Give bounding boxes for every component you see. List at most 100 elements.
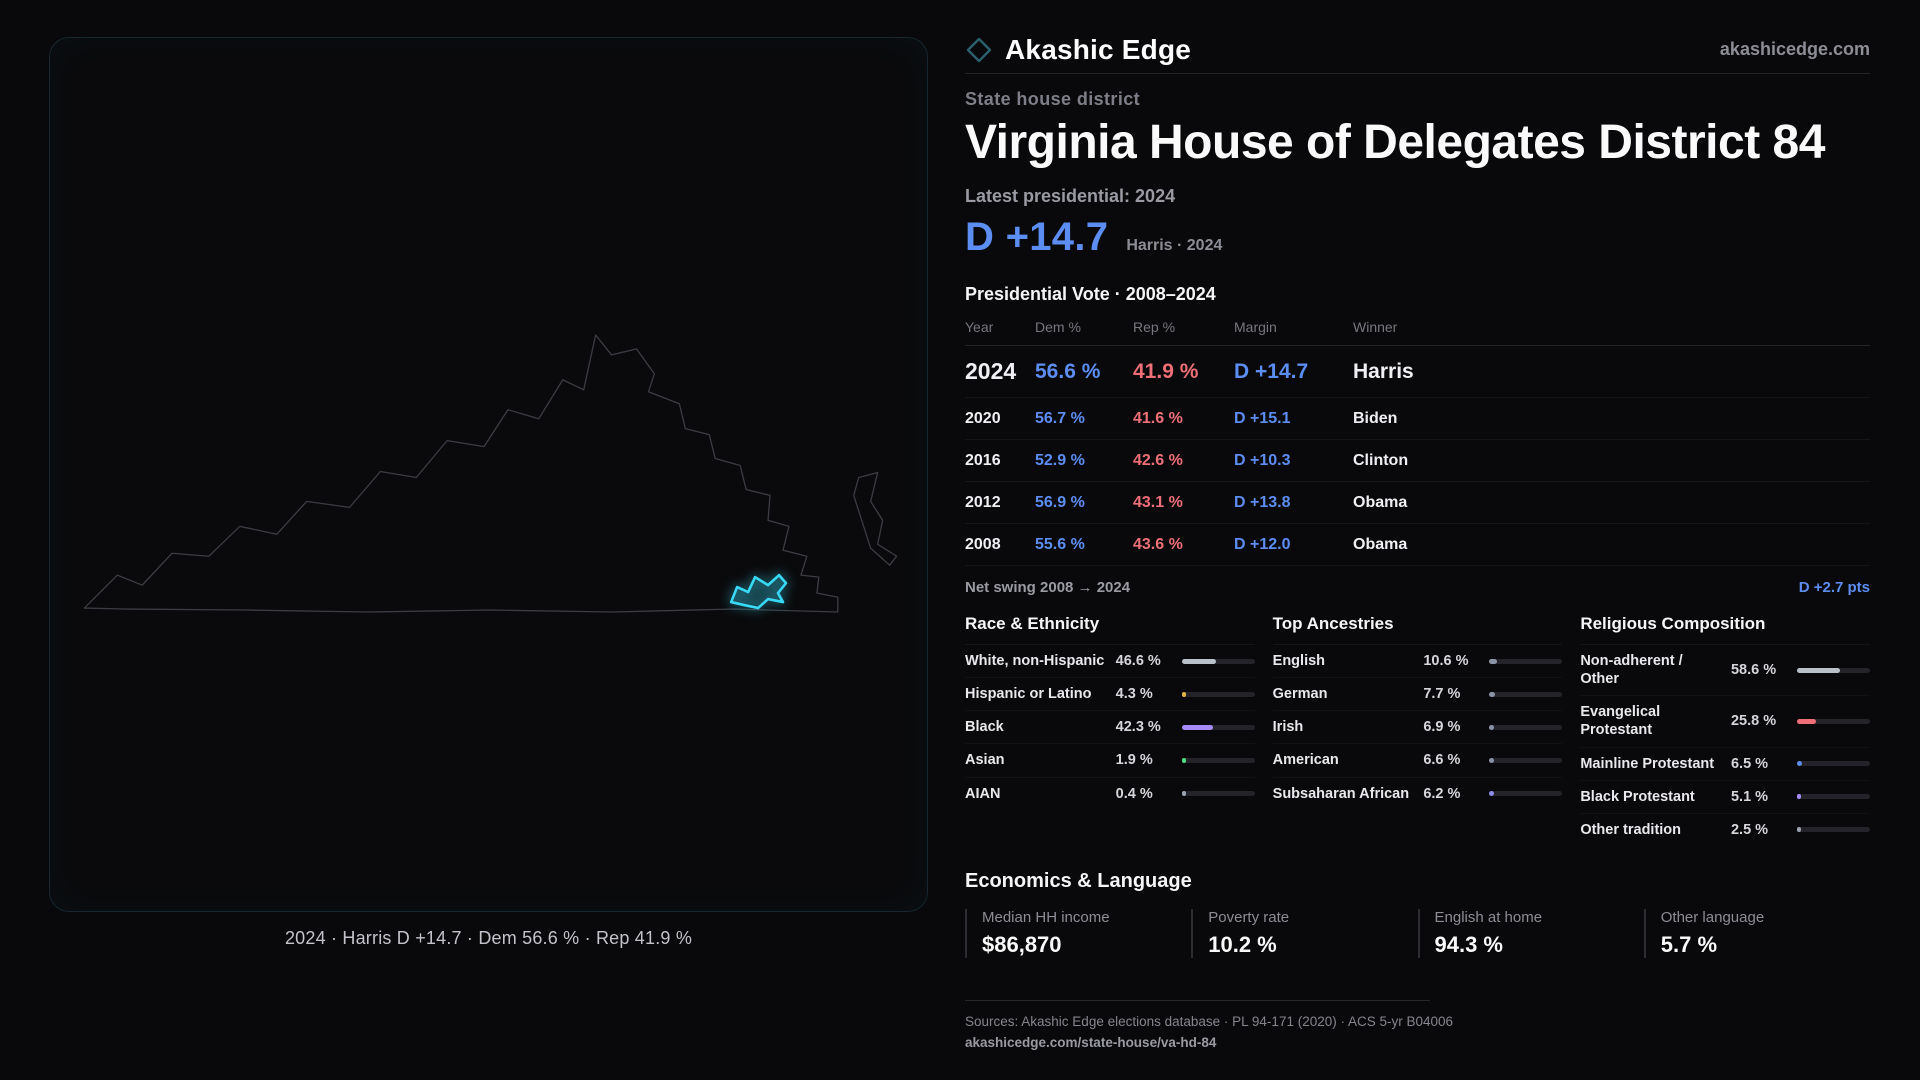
- col-rep: Rep %: [1133, 319, 1176, 335]
- stat-value: $86,870: [982, 931, 1062, 957]
- ancestries-title: Top Ancestries: [1272, 614, 1563, 645]
- demo-label: Other tradition: [1580, 821, 1682, 838]
- demo-label: AIAN: [965, 785, 1001, 802]
- rep-cell: 41.9 %: [1133, 359, 1199, 383]
- stat-label: Other language: [1660, 908, 1765, 926]
- stat-label: English at home: [1434, 908, 1543, 926]
- demo-bar: [1489, 691, 1563, 697]
- table-row-2020: 2020 56.7 % 41.6 % D +15.1 Biden: [965, 398, 1870, 440]
- stat-value: 5.7 %: [1660, 931, 1718, 957]
- stat-value: 94.3 %: [1434, 931, 1504, 957]
- year-cell: 2020: [965, 409, 1001, 427]
- demo-row: American 6.6 %: [1273, 744, 1563, 777]
- stat-value: 10.2 %: [1208, 931, 1277, 957]
- demo-value: 6.9 %: [1423, 719, 1461, 736]
- ancestries-column: Top Ancestries English 10.6 % German 7.7…: [1272, 614, 1563, 846]
- dem-cell: 56.6 %: [1035, 359, 1101, 383]
- demo-row: Evangelical Protestant 25.8 %: [1580, 696, 1870, 747]
- col-winner: Winner: [1353, 319, 1398, 335]
- demo-row: English 10.6 %: [1273, 645, 1563, 678]
- header-bar: Akashic Edge akashicedge.com: [965, 26, 1870, 74]
- economics-section: Median HH income $86,870 Poverty rate 10…: [965, 908, 1870, 958]
- net-swing-value: D +2.7 pts: [1798, 579, 1870, 596]
- presidential-vote-table: Year Dem % Rep % Margin Winner 2024 56.6…: [965, 319, 1870, 606]
- demo-row: Irish 6.9 %: [1273, 711, 1563, 744]
- winner-cell: Biden: [1353, 409, 1398, 427]
- district-type-kicker: State house district: [965, 89, 1141, 109]
- demo-bar: [1796, 794, 1870, 800]
- demo-value: 6.2 %: [1423, 785, 1461, 802]
- permalink[interactable]: akashicedge.com/state-house/va-hd-84: [965, 1034, 1217, 1050]
- table-row-2012: 2012 56.9 % 43.1 % D +13.8 Obama: [965, 482, 1870, 524]
- stat-other-language: Other language 5.7 %: [1643, 908, 1870, 958]
- dem-cell: 56.7 %: [1035, 409, 1085, 427]
- demo-row: Hispanic or Latino 4.3 %: [965, 678, 1255, 711]
- headline-margin: D +14.7 Harris · 2024: [965, 215, 1870, 260]
- table-row-2008: 2008 55.6 % 43.6 % D +12.0 Obama: [965, 524, 1870, 566]
- demo-value: 2.5 %: [1730, 821, 1769, 838]
- demo-row: German 7.7 %: [1273, 678, 1563, 711]
- district-84-shape[interactable]: [729, 573, 788, 610]
- stat-label: Poverty rate: [1208, 908, 1290, 926]
- winner-cell: Clinton: [1353, 451, 1409, 469]
- sources-text: Sources: Akashic Edge elections database…: [965, 1013, 1454, 1029]
- demo-bar: [1489, 724, 1563, 730]
- demo-row: Subsaharan African 6.2 %: [1273, 778, 1563, 810]
- year-cell: 2016: [965, 451, 1001, 469]
- demo-value: 4.3 %: [1115, 686, 1153, 703]
- demo-value: 6.5 %: [1730, 755, 1769, 772]
- table-row-2024: 2024 56.6 % 41.9 % D +14.7 Harris: [965, 346, 1870, 398]
- brand-domain-link[interactable]: akashicedge.com: [1719, 39, 1870, 59]
- demo-value: 7.7 %: [1423, 686, 1461, 703]
- dem-cell: 56.9 %: [1035, 493, 1085, 511]
- stat-english-at-home: English at home 94.3 %: [1417, 908, 1644, 958]
- rep-cell: 41.6 %: [1133, 409, 1183, 427]
- margin-cell: D +10.3: [1234, 451, 1291, 469]
- dem-cell: 55.6 %: [1035, 535, 1085, 553]
- eastern-shore-outline: [853, 471, 898, 566]
- diamond-logo-icon: [966, 37, 992, 62]
- margin-cell: D +13.8: [1234, 493, 1291, 511]
- demo-value: 42.3 %: [1115, 719, 1161, 736]
- table-header-row: Year Dem % Rep % Margin Winner: [965, 319, 1870, 346]
- economics-title: Economics & Language: [965, 869, 1192, 892]
- table-row-2016: 2016 52.9 % 42.6 % D +10.3 Clinton: [965, 440, 1870, 482]
- col-margin: Margin: [1234, 319, 1277, 335]
- margin-cell: D +12.0: [1234, 535, 1291, 553]
- demo-label: Hispanic or Latino: [965, 686, 1092, 703]
- page-title: Virginia House of Delegates District 84: [965, 116, 1825, 169]
- demo-bar: [1181, 658, 1255, 664]
- demo-label: American: [1272, 752, 1339, 769]
- demo-bar: [1181, 691, 1255, 697]
- net-swing-label: Net swing 2008 → 2024: [965, 579, 1131, 596]
- demo-bar: [1796, 667, 1870, 673]
- virginia-map: [83, 334, 898, 613]
- district-map-panel: [49, 37, 928, 912]
- demo-value: 10.6 %: [1423, 653, 1469, 670]
- winner-cell: Obama: [1353, 535, 1408, 553]
- demo-bar: [1796, 761, 1870, 767]
- dem-cell: 52.9 %: [1035, 451, 1085, 469]
- year-cell: 2008: [965, 535, 1001, 553]
- demo-row: Black 42.3 %: [965, 711, 1255, 744]
- map-caption: 2024 · Harris D +14.7 · Dem 56.6 % · Rep…: [284, 928, 693, 948]
- demo-value: 46.6 %: [1115, 653, 1161, 670]
- demo-bar: [1796, 827, 1870, 833]
- latest-presidential-label: Latest presidential: 2024: [965, 186, 1176, 206]
- demo-label: Subsaharan African: [1272, 785, 1410, 802]
- stat-label: Median HH income: [982, 908, 1110, 926]
- margin-value: D +14.7: [965, 215, 1109, 259]
- winner-cell: Harris: [1353, 359, 1414, 383]
- demo-value: 58.6 %: [1730, 662, 1777, 679]
- demo-bar: [1181, 757, 1255, 763]
- rep-cell: 43.6 %: [1133, 535, 1183, 553]
- year-cell: 2012: [965, 493, 1001, 511]
- demo-label: Asian: [965, 752, 1005, 769]
- demo-label: English: [1272, 653, 1326, 669]
- demo-bar: [1796, 718, 1870, 724]
- year-cell: 2024: [965, 358, 1017, 384]
- demo-label: Evangelical Protestant: [1580, 704, 1661, 739]
- report-panel: Akashic Edge akashicedge.com State house…: [965, 26, 1870, 1052]
- footer: Sources: Akashic Edge elections database…: [965, 999, 1454, 1052]
- demo-row: White, non-Hispanic 46.6 %: [965, 645, 1255, 678]
